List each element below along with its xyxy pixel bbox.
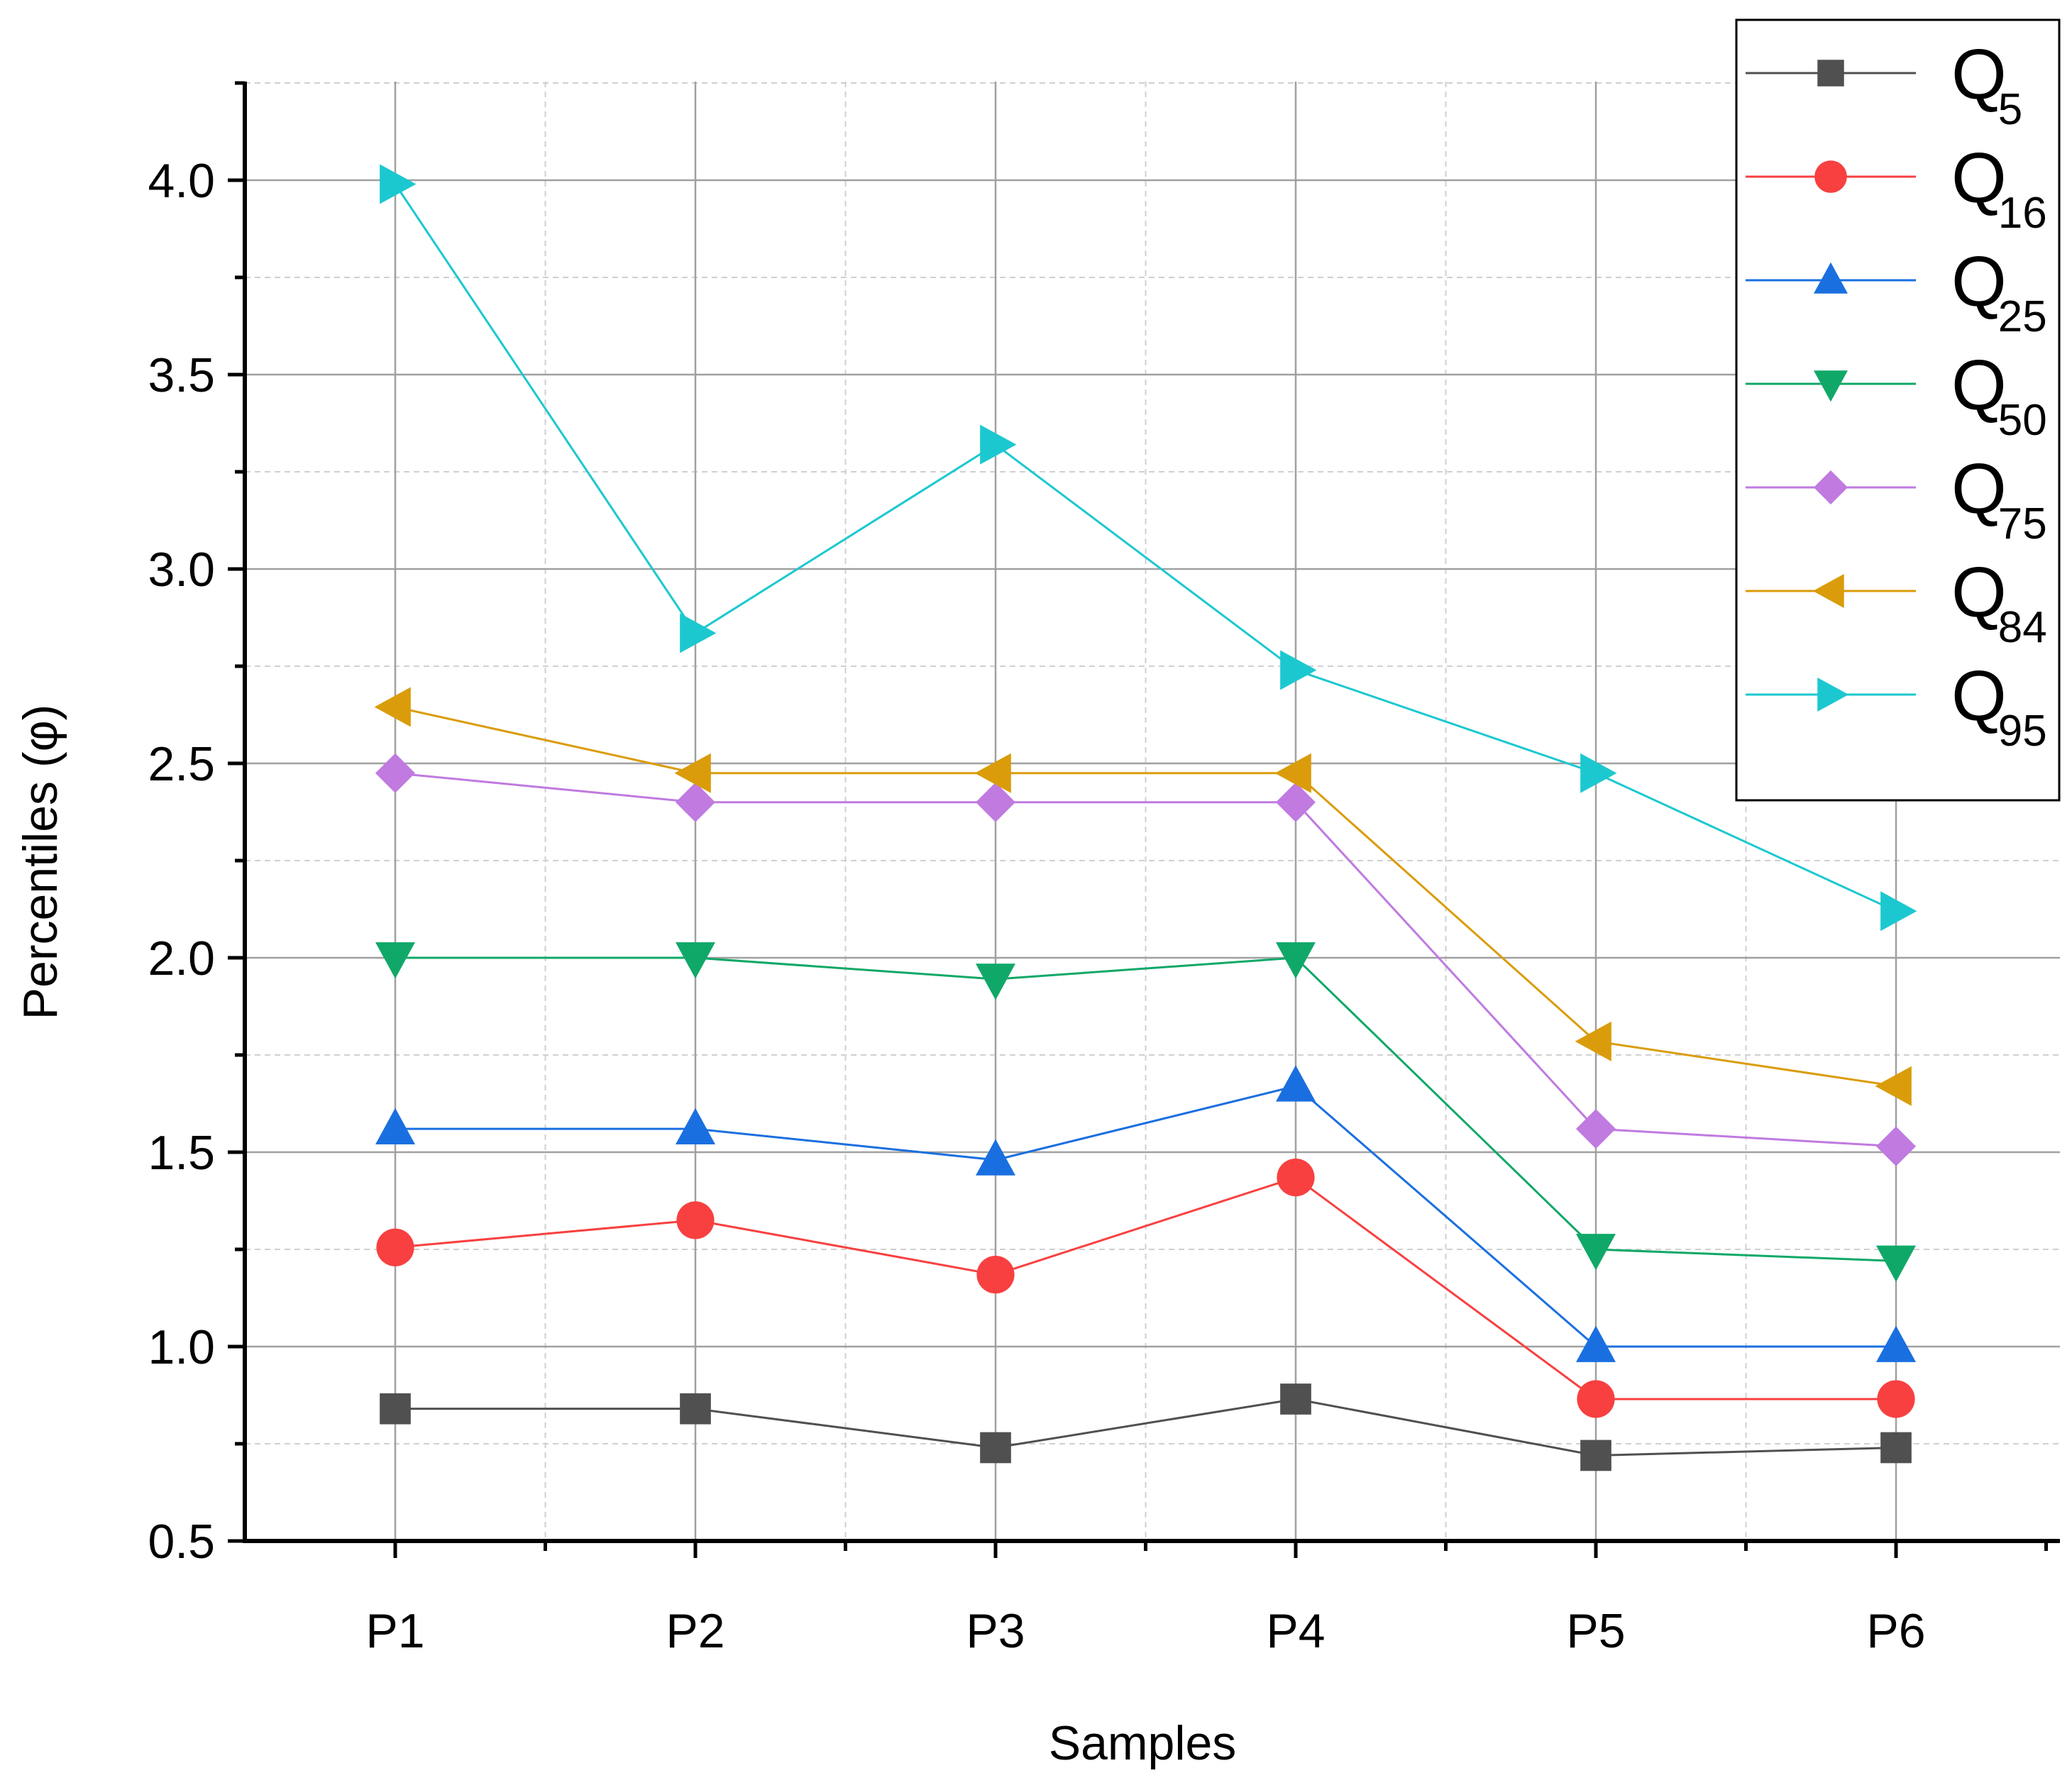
data-point-q95 — [1280, 650, 1317, 690]
y-tick-label: 2.5 — [148, 737, 215, 791]
series-line-q16 — [395, 1176, 1896, 1400]
y-tick-label: 3.0 — [148, 543, 215, 597]
legend-label: Q50 — [1951, 346, 2047, 445]
legend-label: Q75 — [1951, 449, 2047, 548]
data-point-q16 — [1577, 1380, 1615, 1418]
series-line-q84 — [395, 706, 1897, 1088]
legend-label: Q5 — [1951, 35, 2022, 134]
data-point-q5 — [980, 1432, 1011, 1464]
data-point-q25 — [976, 1139, 1015, 1176]
data-point-q16 — [676, 1201, 715, 1239]
data-point-q95 — [980, 424, 1017, 465]
y-tick-label: 1.5 — [148, 1126, 215, 1180]
series-group — [374, 164, 1917, 1471]
legend-item-q16: Q16 — [1746, 138, 2047, 238]
data-point-q25 — [1876, 1325, 1916, 1362]
y-tick-label: 0.5 — [148, 1515, 215, 1569]
series-line-q75 — [395, 772, 1897, 1148]
data-point-q25 — [1276, 1065, 1316, 1102]
data-point-q95 — [380, 164, 417, 204]
data-point-q84 — [1575, 1021, 1611, 1061]
legend-marker — [1817, 60, 1844, 87]
data-point-q50 — [375, 942, 415, 979]
legend-marker — [1814, 370, 1848, 402]
series-line-q50 — [395, 956, 1897, 1262]
data-point-q16 — [1277, 1159, 1315, 1197]
y-tick-label: 2.0 — [148, 932, 215, 985]
data-point-q84 — [974, 753, 1011, 793]
y-tick-label: 3.5 — [148, 348, 215, 402]
legend-marker — [1814, 470, 1848, 504]
series-q25 — [375, 1065, 1916, 1362]
data-point-q95 — [680, 613, 717, 653]
series-q5 — [380, 1383, 1912, 1471]
ticks: 0.5 1.0 1.5 2.0 2.5 3.0 3.5 4.0 P1 P2 P3 P4 P5 P6 — [148, 81, 2048, 1658]
series-line-q5 — [395, 1398, 1897, 1457]
legend-marker — [1814, 262, 1848, 294]
x-axis-title: Samples — [1049, 1716, 1237, 1770]
data-point-q84 — [1274, 753, 1311, 793]
data-point-q95 — [1880, 891, 1917, 932]
x-tick-label: P6 — [1866, 1604, 1925, 1658]
data-point-q75 — [976, 782, 1015, 822]
legend-item-q5: Q5 — [1746, 35, 2022, 134]
legend-marker — [1814, 160, 1847, 193]
series-line-q95 — [394, 183, 1897, 912]
data-point-q75 — [1876, 1126, 1916, 1166]
x-tick-label: P4 — [1266, 1604, 1325, 1658]
series-q50 — [375, 942, 1916, 1282]
x-tick-label: P5 — [1566, 1604, 1625, 1658]
data-point-q50 — [1276, 942, 1316, 979]
data-point-q25 — [1576, 1325, 1616, 1362]
legend-label: Q95 — [1951, 656, 2047, 756]
data-point-q25 — [676, 1107, 715, 1144]
legend-marker — [1817, 678, 1849, 712]
data-point-q50 — [1576, 1234, 1616, 1271]
x-tick-label: P3 — [966, 1604, 1025, 1658]
series-q16 — [376, 1159, 1915, 1418]
data-point-q50 — [676, 942, 715, 979]
data-point-q95 — [1580, 753, 1617, 793]
series-q75 — [375, 753, 1916, 1166]
legend-item-q95: Q95 — [1746, 656, 2047, 756]
data-point-q25 — [375, 1107, 415, 1144]
legend-item-q84: Q84 — [1746, 553, 2047, 652]
legend-marker — [1812, 574, 1844, 608]
x-tick-label: P1 — [365, 1604, 424, 1658]
y-axis-title: Percentiles (φ) — [13, 705, 67, 1020]
data-point-q50 — [1876, 1245, 1916, 1282]
legend-box — [1735, 18, 2061, 802]
x-tick-label: P2 — [666, 1604, 724, 1658]
data-point-q75 — [1276, 782, 1316, 822]
data-point-q75 — [676, 782, 715, 822]
data-point-q84 — [1875, 1066, 1912, 1106]
legend-label: Q25 — [1951, 242, 2047, 341]
data-point-q75 — [375, 753, 415, 793]
data-point-q5 — [1580, 1440, 1611, 1471]
data-point-q75 — [1576, 1109, 1616, 1149]
data-point-q5 — [680, 1393, 711, 1425]
data-point-q16 — [376, 1228, 414, 1266]
data-point-q5 — [1880, 1432, 1912, 1464]
data-point-q84 — [374, 687, 411, 727]
y-tick-label: 4.0 — [148, 154, 215, 208]
series-q84 — [374, 687, 1912, 1106]
legend-item-q25: Q25 — [1746, 242, 2047, 341]
data-point-q16 — [976, 1256, 1015, 1294]
legend-label: Q84 — [1951, 553, 2047, 652]
legend-label: Q16 — [1951, 138, 2047, 238]
data-point-q50 — [976, 963, 1015, 1000]
legend-item-q50: Q50 — [1746, 346, 2047, 445]
legend-item-q75: Q75 — [1746, 449, 2047, 548]
series-line-q25 — [395, 1085, 1896, 1348]
data-point-q5 — [380, 1393, 411, 1425]
y-tick-label: 1.0 — [148, 1320, 215, 1374]
data-point-q16 — [1877, 1380, 1915, 1418]
series-q95 — [380, 164, 1917, 932]
data-point-q84 — [674, 753, 711, 793]
data-point-q5 — [1280, 1383, 1311, 1415]
